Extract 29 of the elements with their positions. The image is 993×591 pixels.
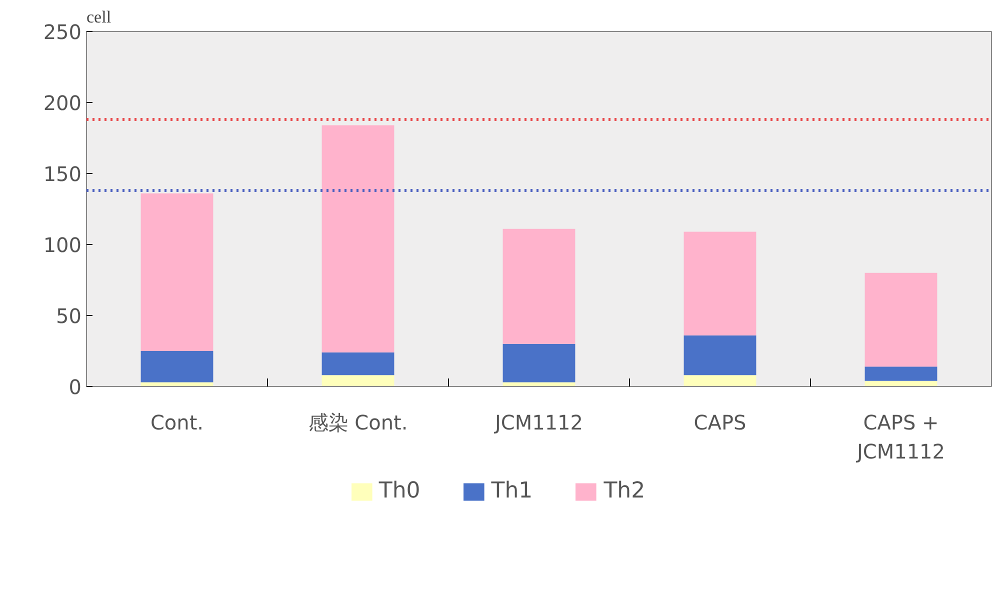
y-axis-title: cell — [86, 8, 112, 26]
bar — [322, 352, 394, 376]
bar — [864, 272, 938, 367]
bar — [864, 366, 938, 381]
y-tick-label: 150 — [43, 162, 82, 186]
bar — [684, 232, 756, 336]
x-tick-label: 感染 Cont. — [308, 410, 408, 434]
y-tick-label: 200 — [43, 91, 82, 115]
y-tick-label: 100 — [43, 233, 82, 257]
legend-label: Th2 — [604, 478, 646, 504]
x-tick-label: CAPS — [694, 410, 746, 434]
y-tick-label: 250 — [43, 20, 82, 44]
legend-label: Th1 — [491, 478, 533, 504]
legend-label: Th0 — [378, 478, 420, 504]
bar — [140, 193, 214, 351]
bar — [140, 382, 214, 386]
y-tick-label: 0 — [68, 375, 82, 399]
bar — [502, 228, 576, 344]
x-tick-label: CAPS + JCM1112 — [854, 410, 946, 464]
bar — [322, 375, 394, 386]
x-tick-label: Cont. — [150, 410, 204, 434]
x-tick-label: JCM1112 — [492, 410, 584, 434]
bar — [322, 125, 394, 352]
y-tick-label: 50 — [56, 304, 82, 328]
bar — [140, 351, 214, 382]
bar — [502, 344, 576, 382]
bar — [684, 335, 756, 376]
bar — [502, 382, 576, 386]
bar — [684, 375, 756, 386]
